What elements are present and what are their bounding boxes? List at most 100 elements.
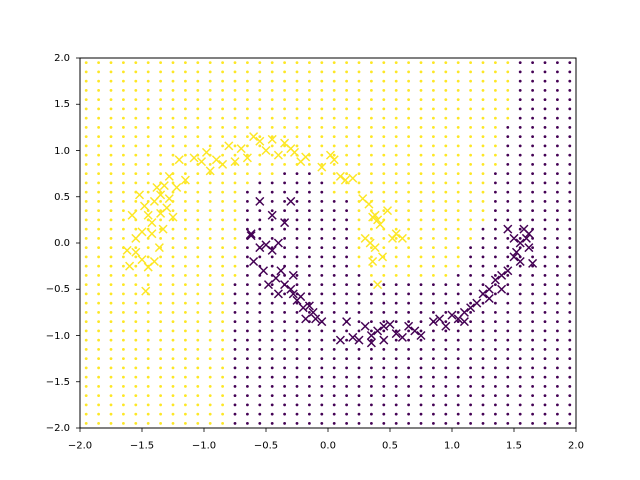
grid-dot xyxy=(283,412,286,416)
grid-dot xyxy=(518,162,522,166)
grid-dot xyxy=(407,190,410,194)
grid-dot xyxy=(531,347,534,351)
grid-dot xyxy=(122,190,125,194)
grid-dot xyxy=(432,209,435,213)
grid-dot xyxy=(134,273,138,277)
grid-dot xyxy=(332,209,336,213)
grid-dot xyxy=(469,347,472,351)
grid-dot xyxy=(283,70,286,74)
grid-dot xyxy=(382,153,386,157)
grid-dot xyxy=(568,153,572,157)
grid-dot xyxy=(320,116,324,120)
grid-dot xyxy=(407,218,410,222)
grid-dot xyxy=(345,199,348,203)
grid-dot xyxy=(432,273,435,277)
class0-point xyxy=(196,157,207,167)
grid-dot xyxy=(97,292,100,296)
grid-dot xyxy=(357,79,361,83)
grid-dot xyxy=(444,310,448,314)
grid-dot xyxy=(494,347,497,351)
grid-dot xyxy=(357,273,361,277)
grid-dot xyxy=(184,144,187,148)
grid-dot xyxy=(246,125,249,129)
grid-dot xyxy=(97,246,100,250)
grid-dot xyxy=(146,98,150,102)
grid-dot xyxy=(134,264,138,268)
grid-dot xyxy=(122,135,125,139)
grid-dot xyxy=(382,366,386,370)
grid-dot xyxy=(122,347,125,351)
grid-dot xyxy=(494,107,497,111)
grid-dot xyxy=(407,283,410,287)
grid-dot xyxy=(146,61,150,65)
grid-dot xyxy=(432,172,435,176)
grid-dot xyxy=(308,403,311,407)
grid-dot xyxy=(159,384,163,388)
grid-dot xyxy=(233,209,237,213)
grid-dot xyxy=(345,329,348,333)
grid-dot xyxy=(469,61,472,65)
grid-dot xyxy=(233,144,237,148)
grid-dot xyxy=(345,172,348,176)
class0-point xyxy=(364,199,374,209)
grid-dot xyxy=(506,190,510,194)
grid-dot xyxy=(456,320,460,324)
grid-dot xyxy=(97,236,100,240)
grid-dot xyxy=(506,412,510,416)
grid-dot xyxy=(419,227,423,231)
grid-dot xyxy=(196,366,200,370)
class0-point xyxy=(242,153,252,163)
grid-dot xyxy=(109,190,113,194)
grid-dot xyxy=(556,394,559,398)
grid-dot xyxy=(506,218,510,222)
grid-dot xyxy=(283,135,286,139)
grid-dot xyxy=(208,357,212,361)
grid-dot xyxy=(196,199,200,203)
grid-dot xyxy=(84,412,88,416)
grid-dot xyxy=(208,181,212,185)
grid-dot xyxy=(159,273,163,277)
grid-dot xyxy=(109,273,113,277)
grid-dot xyxy=(221,273,225,277)
grid-dot xyxy=(221,79,225,83)
grid-dot xyxy=(531,70,534,74)
grid-dot xyxy=(233,384,237,388)
grid-dot xyxy=(531,88,534,92)
plot-area xyxy=(79,57,577,429)
grid-dot xyxy=(146,347,150,351)
grid-dot xyxy=(494,236,497,240)
grid-dot xyxy=(419,218,423,222)
grid-dot xyxy=(543,412,547,416)
grid-dot xyxy=(345,70,348,74)
grid-dot xyxy=(221,153,225,157)
grid-dot xyxy=(320,98,324,102)
grid-dot xyxy=(258,375,262,379)
grid-dot xyxy=(568,329,572,333)
class0-point xyxy=(147,218,157,228)
grid-dot xyxy=(196,125,200,129)
grid-dot xyxy=(246,403,249,407)
grid-dot xyxy=(494,199,497,203)
grid-dot xyxy=(407,88,410,92)
grid-dot xyxy=(246,292,249,296)
grid-dot xyxy=(84,421,88,425)
grid-dot xyxy=(283,403,286,407)
grid-dot xyxy=(233,329,237,333)
grid-dot xyxy=(208,283,212,287)
grid-dot xyxy=(432,375,435,379)
grid-dot xyxy=(370,338,373,342)
class1-point xyxy=(497,270,507,280)
grid-dot xyxy=(345,255,348,259)
grid-dot xyxy=(171,162,175,166)
grid-dot xyxy=(494,227,497,231)
class1-point xyxy=(255,196,265,206)
grid-dot xyxy=(184,366,187,370)
grid-dot xyxy=(444,135,448,139)
grid-dot xyxy=(320,310,324,314)
grid-dot xyxy=(531,98,534,102)
grid-dot xyxy=(556,172,559,176)
grid-dot xyxy=(159,172,163,176)
grid-dot xyxy=(394,181,398,185)
grid-dot xyxy=(320,375,324,379)
grid-dot xyxy=(419,98,423,102)
